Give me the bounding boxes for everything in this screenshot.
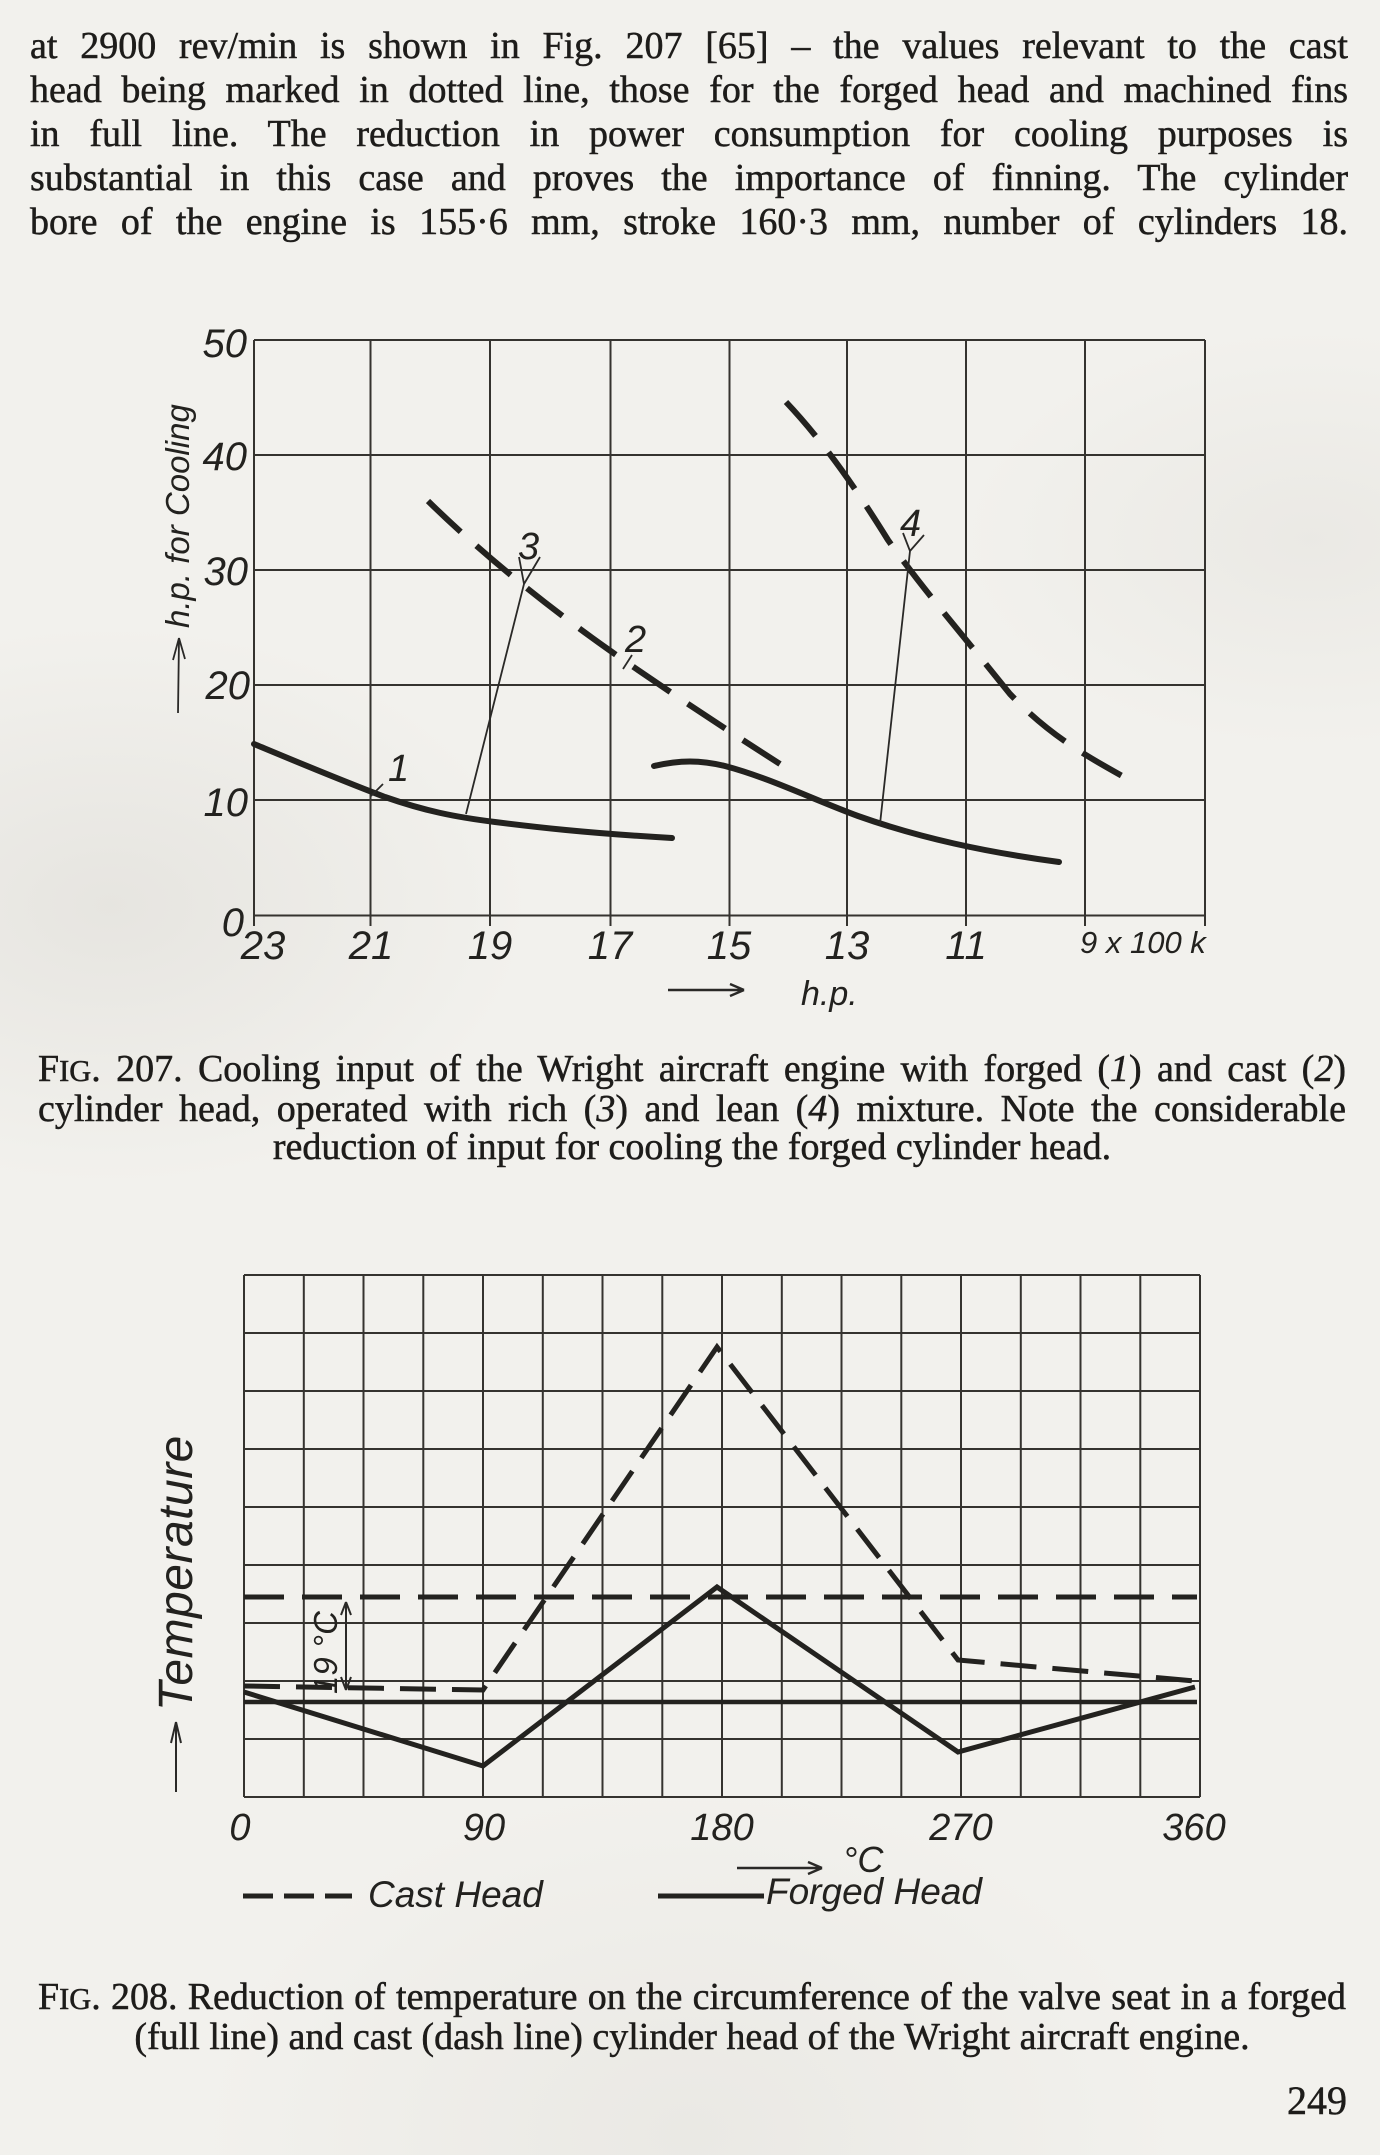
svg-text:9 x 100 k: 9 x 100 k bbox=[1080, 925, 1207, 960]
svg-text:270: 270 bbox=[928, 1807, 992, 1849]
svg-text:°C: °C bbox=[843, 1839, 884, 1880]
svg-text:20: 20 bbox=[205, 664, 251, 708]
svg-text:40: 40 bbox=[203, 435, 248, 479]
svg-text:4: 4 bbox=[900, 503, 921, 545]
svg-text:21: 21 bbox=[348, 924, 394, 968]
svg-text:10: 10 bbox=[204, 781, 249, 825]
svg-text:0: 0 bbox=[222, 901, 244, 945]
svg-text:3: 3 bbox=[518, 526, 539, 568]
svg-text:30: 30 bbox=[204, 550, 249, 594]
svg-text:11: 11 bbox=[945, 924, 987, 968]
svg-text:19: 19 bbox=[468, 924, 513, 968]
svg-text:23: 23 bbox=[240, 924, 286, 968]
svg-text:13: 13 bbox=[825, 924, 870, 968]
svg-text:17: 17 bbox=[588, 924, 634, 968]
svg-text:90: 90 bbox=[463, 1807, 505, 1849]
svg-text:19 °C: 19 °C bbox=[307, 1610, 344, 1694]
svg-text:15: 15 bbox=[707, 924, 752, 968]
svg-text:2: 2 bbox=[624, 619, 646, 661]
svg-text:h.p. for Cooling: h.p. for Cooling bbox=[159, 404, 196, 628]
svg-text:180: 180 bbox=[690, 1807, 753, 1849]
svg-text:Forged Head: Forged Head bbox=[766, 1871, 983, 1912]
svg-text:h.p.: h.p. bbox=[801, 975, 858, 1013]
svg-text:360: 360 bbox=[1162, 1807, 1225, 1849]
svg-text:0: 0 bbox=[229, 1807, 250, 1849]
svg-text:Temperature: Temperature bbox=[150, 1435, 203, 1711]
svg-text:1: 1 bbox=[388, 748, 409, 790]
svg-text:50: 50 bbox=[203, 322, 248, 366]
svg-text:Cast Head: Cast Head bbox=[368, 1874, 544, 1915]
